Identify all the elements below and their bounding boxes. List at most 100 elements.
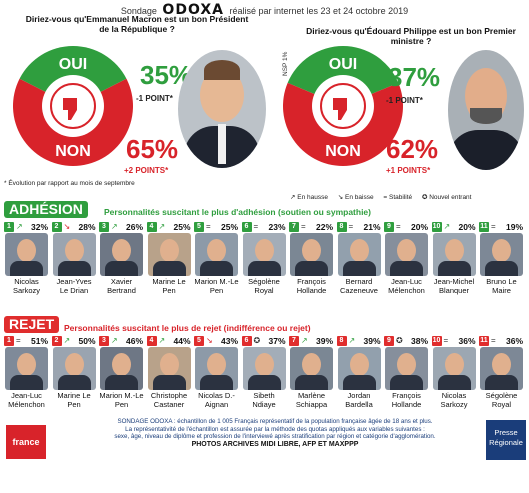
personality-name: Jordan Bardella — [345, 391, 373, 409]
france-inter-logo: france inter — [6, 425, 46, 481]
personality-name: Nicolas D.-Aignan — [198, 391, 235, 409]
personality-tile: 6 = 23% Ségolène Royal — [241, 222, 287, 304]
adhesion-list: 1 ↗ 32% Nicolas Sarkozy 2 ↘ 28% Jean-Yves Le Dr… — [4, 222, 527, 304]
personality-tile: 10 ↗ 20% Jean-Michel Blanquer — [431, 222, 477, 304]
trend-icon: ↗ — [443, 222, 451, 231]
odoxa-logo: ODOXA — [162, 2, 224, 18]
score-value: 37% — [268, 336, 286, 346]
trend-icon: ✪ — [253, 336, 261, 345]
personality-name: Jean-Michel Blanquer — [433, 277, 475, 295]
score-value: 51% — [30, 336, 48, 346]
portrait-photo — [337, 347, 381, 390]
rank-badge: 1 — [4, 222, 14, 232]
legend-nouvel: ✪ Nouvel entrant — [421, 194, 472, 201]
score-value: 19% — [505, 222, 523, 232]
rank-badge: 7 — [289, 336, 299, 346]
personality-name: Bruno Le Maire — [486, 277, 517, 295]
header-prefix: Sondage — [120, 6, 157, 16]
score-value: 25% — [173, 222, 191, 232]
personality-name: Ségolène Royal — [485, 391, 518, 409]
macron-portrait — [178, 50, 266, 168]
philippe-portrait — [448, 50, 524, 170]
trend-icon: ↗ — [111, 222, 118, 231]
philippe-question: Diriez-vous qu'Édouard Philippe est un b… — [306, 26, 516, 46]
portrait-photo — [290, 233, 333, 276]
rank-badge: 5 — [194, 222, 204, 232]
rank-badge: 5 — [194, 336, 204, 346]
score-value: 25% — [220, 222, 238, 232]
score-value: 28% — [78, 222, 96, 232]
portrait-photo — [195, 347, 238, 390]
trend-icon: = — [491, 336, 496, 345]
rejet-list: 1 = 51% Jean-Luc Mélenchon 2 ↗ 50% Marine Le Pe… — [4, 336, 527, 418]
trend-icon: = — [443, 336, 449, 345]
slice-oui-label: OUI — [59, 56, 87, 73]
portrait-photo — [147, 233, 191, 276]
presse-regionale-logo: Presse Régionale — [486, 420, 526, 460]
portrait-photo — [337, 233, 381, 276]
rejet-banner: REJET — [4, 316, 60, 333]
personality-tile: 3 ↗ 26% Xavier Bertrand — [99, 222, 144, 304]
photo-credit: PHOTOS ARCHIVES MIDI LIBRE, AFP ET MAXPP… — [191, 440, 359, 448]
portrait-photo — [432, 347, 476, 390]
portrait-photo — [480, 347, 523, 390]
rank-badge: 1 — [4, 336, 14, 346]
trend-icon: ↗ — [158, 222, 166, 231]
portrait-photo — [385, 347, 428, 390]
personality-name: Jean-Luc Mélenchon — [8, 391, 45, 409]
trend-icon: ↗ — [158, 336, 166, 345]
portrait-photo — [385, 233, 428, 276]
rank-badge: 8 — [336, 222, 347, 232]
philippe-oui-delta: -1 POINT* — [386, 96, 423, 105]
score-value: 23% — [268, 222, 286, 232]
rank-badge: 10 — [431, 336, 442, 346]
score-value: 22% — [315, 222, 333, 232]
score-value: 20% — [458, 222, 476, 232]
personality-tile: 6 ✪ 37% Sibeth Ndiaye — [241, 336, 287, 418]
personality-tile: 8 = 21% Bernard Cazeneuve — [336, 222, 382, 304]
philippe-oui-pct: 37% — [388, 62, 441, 92]
rank-badge: 6 — [241, 222, 252, 232]
trend-icon: ↗ — [63, 336, 71, 345]
legend-baisse: ↘ En baisse — [337, 194, 374, 201]
rank-badge: 7 — [289, 222, 299, 232]
personality-tile: 9 ✪ 38% François Hollande — [384, 336, 429, 418]
trend-icon: = — [301, 222, 306, 231]
personality-tile: 11 = 19% Bruno Le Maire — [479, 222, 524, 304]
slice-non-label: NON — [55, 143, 91, 160]
adhesion-subtitle: Personnalités suscitant le plus d'adhési… — [104, 207, 371, 217]
trend-icon: ↗ — [301, 336, 308, 345]
evolution-footnote: * Évolution par rapport au mois de septe… — [4, 180, 135, 187]
score-value: 39% — [363, 336, 381, 346]
trend-icon: = — [16, 336, 21, 345]
score-value: 50% — [78, 336, 96, 346]
score-value: 46% — [125, 336, 143, 346]
score-value: 38% — [410, 336, 428, 346]
portrait-photo — [480, 233, 523, 276]
rank-badge: 9 — [384, 222, 394, 232]
macron-question: Diriez-vous qu'Emmanuel Macron est un bo… — [25, 14, 249, 34]
slice-oui-label: OUI — [329, 56, 357, 73]
personality-tile: 1 ↗ 32% Nicolas Sarkozy — [4, 222, 49, 304]
portrait-photo — [52, 347, 96, 390]
portrait-photo — [5, 347, 48, 390]
rank-badge: 3 — [99, 222, 109, 232]
personality-name: Marine Le Pen — [152, 277, 186, 295]
score-value: 32% — [30, 222, 48, 232]
portrait-photo — [290, 347, 333, 390]
rank-badge: 10 — [431, 222, 442, 232]
personality-name: Marion M.-Le Pen — [194, 277, 239, 295]
header-suffix: réalisé par internet les 23 et 24 octobr… — [229, 6, 409, 16]
trend-legend: ↗ En hausse ↘ En baisse = Stabilité ✪ No… — [290, 193, 479, 201]
personality-name: Marion M.-Le Pen — [99, 391, 144, 409]
rank-badge: 2 — [51, 222, 62, 232]
personality-tile: 5 = 25% Marion M.-Le Pen — [194, 222, 239, 304]
personality-name: Ségolène Royal — [248, 277, 280, 295]
personality-name: Jean-Yves Le Drian — [56, 277, 92, 295]
personality-name: Nicolas Sarkozy — [440, 391, 468, 409]
poll-header: Sondage ODOXA réalisé par internet les 2… — [0, 2, 529, 18]
score-value: 44% — [173, 336, 191, 346]
portrait-photo — [52, 233, 96, 276]
thumbs-down-glyph — [63, 98, 77, 120]
personality-name: Jean-Luc Mélenchon — [388, 277, 425, 295]
